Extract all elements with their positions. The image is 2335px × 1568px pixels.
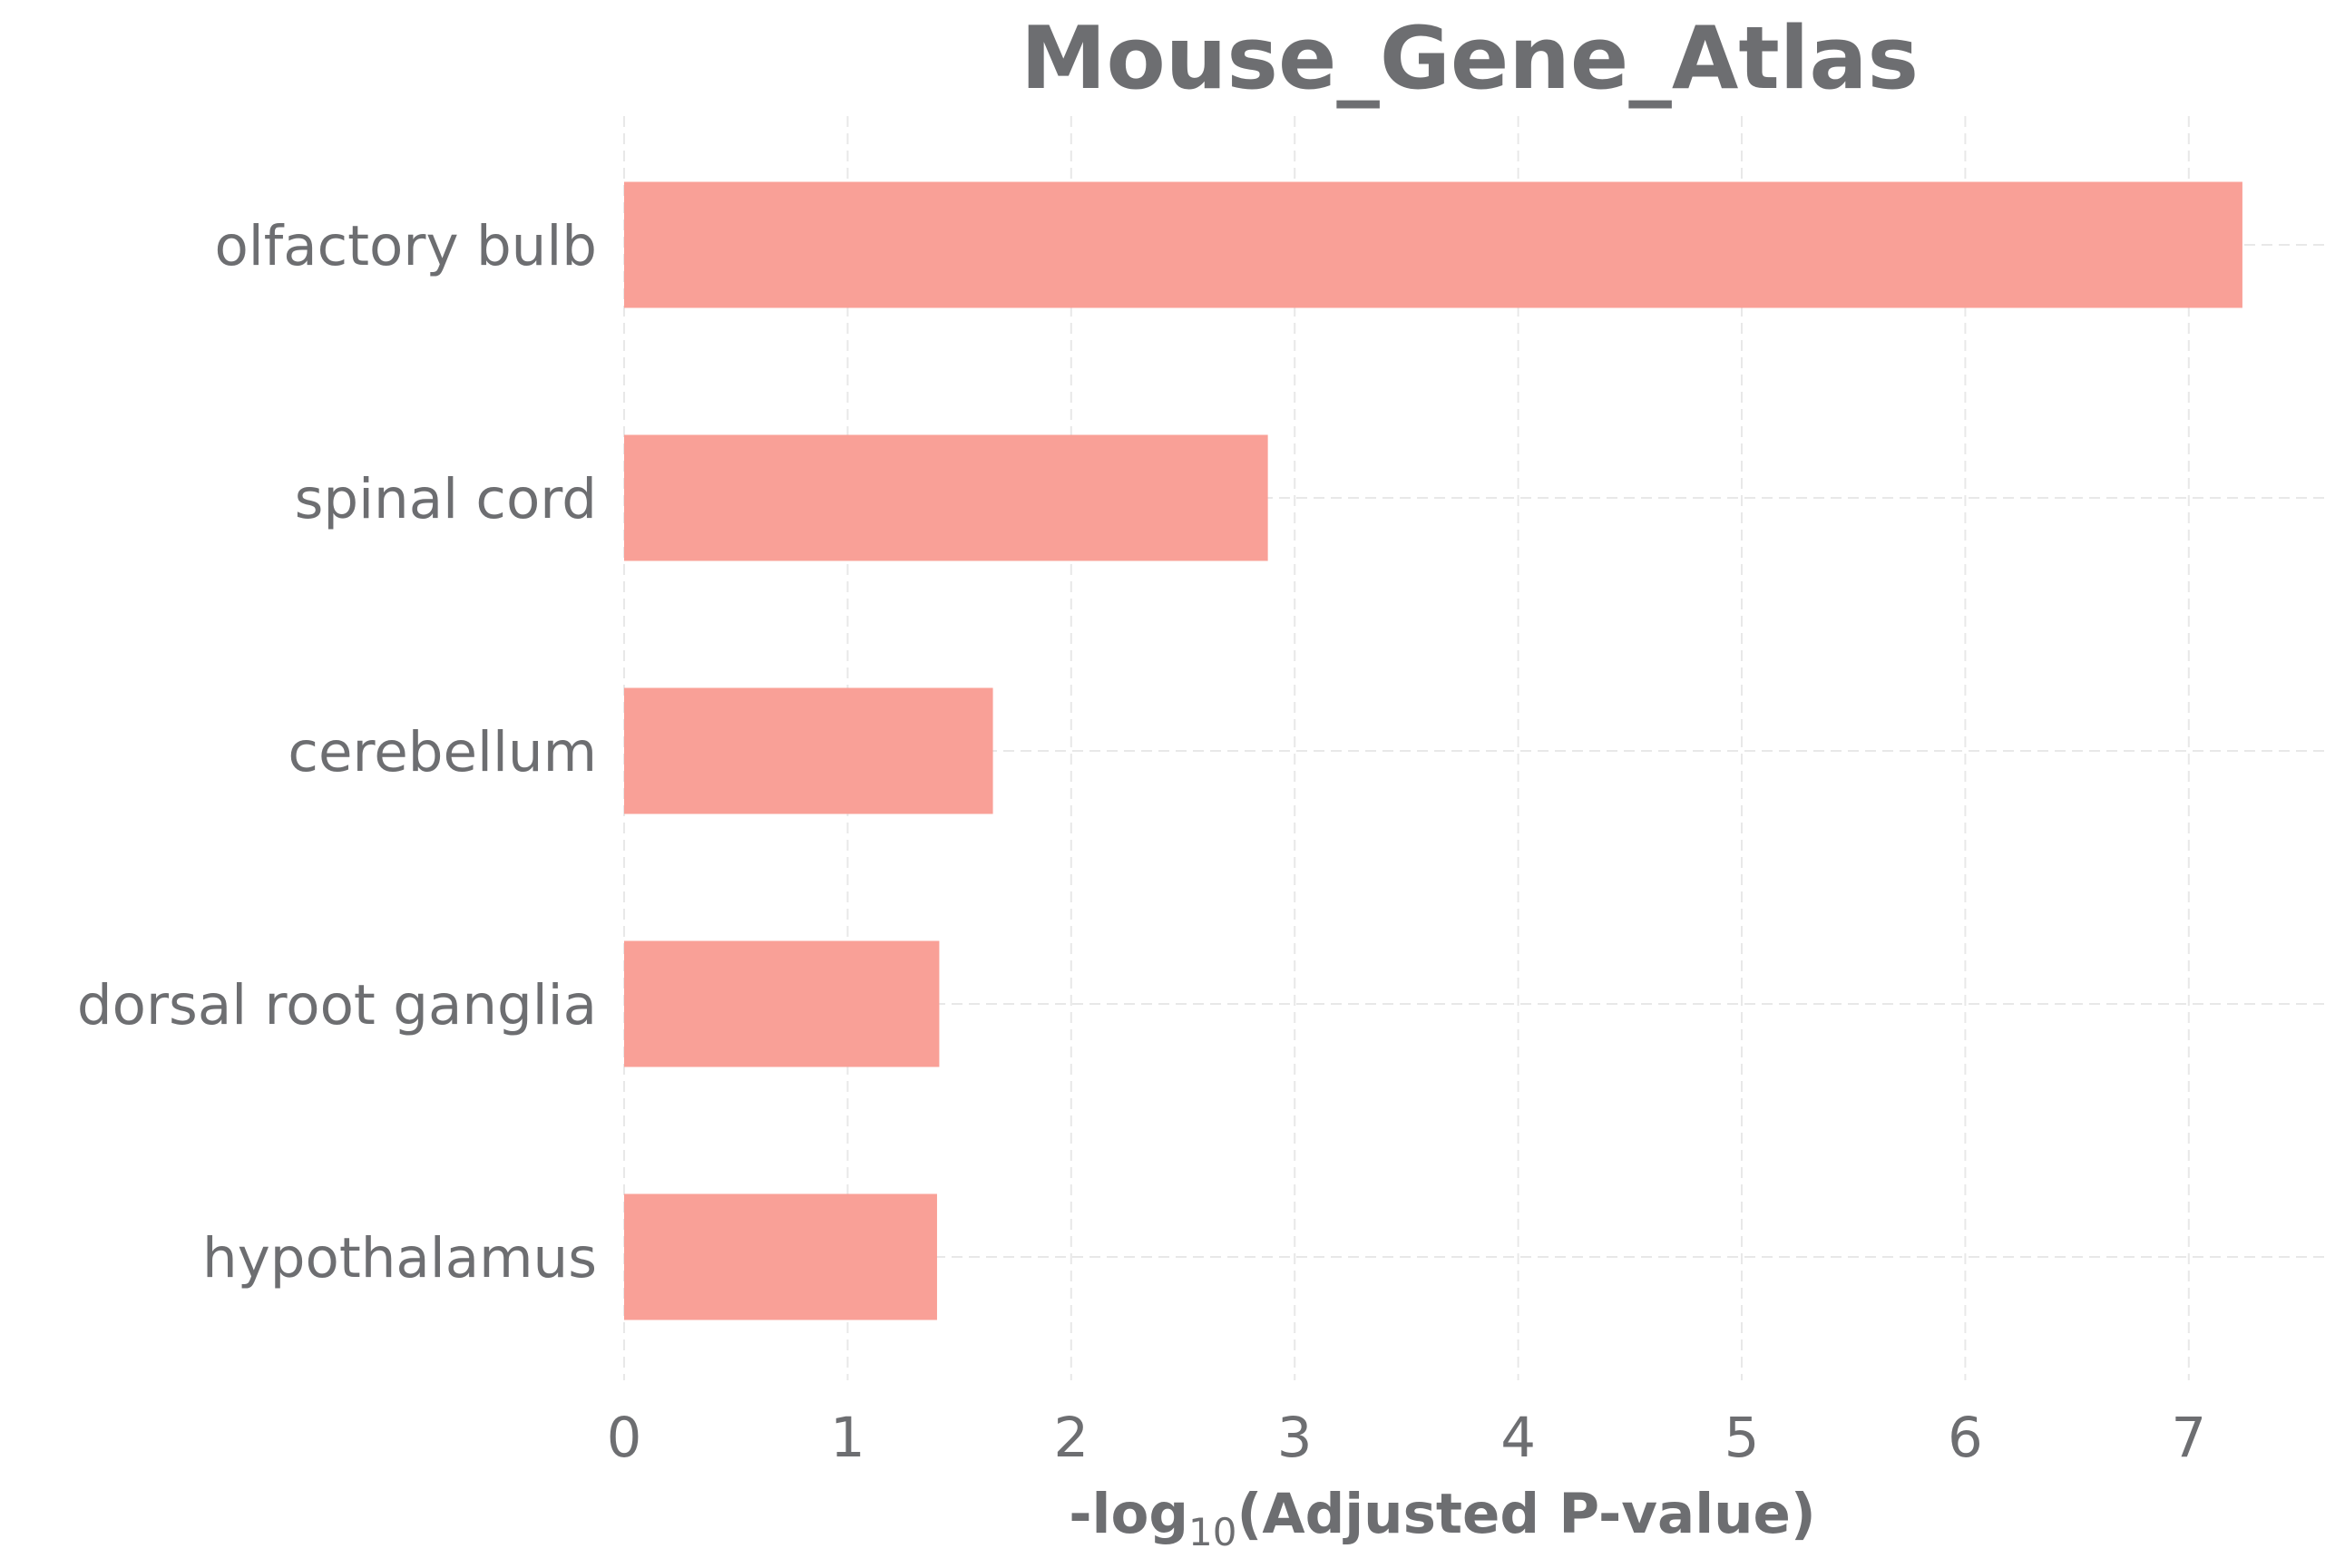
- bars: [624, 181, 2242, 1320]
- bar: [624, 181, 2242, 308]
- x-tick-label: 5: [1724, 1406, 1760, 1470]
- category-labels: olfactory bulb spinal cord cerebellum dorsa…: [77, 214, 597, 1290]
- category-label: olfactory bulb: [214, 214, 597, 278]
- x-tick-label: 0: [607, 1406, 642, 1470]
- x-axis-title-prefix: -log: [1069, 1482, 1188, 1546]
- x-axis-title: -log10(Adjusted P-value): [1069, 1482, 1816, 1554]
- x-tick-label: 1: [830, 1406, 865, 1470]
- bar: [624, 687, 993, 814]
- x-tick-label: 7: [2171, 1406, 2206, 1470]
- bar: [624, 434, 1268, 561]
- x-tick-label: 3: [1277, 1406, 1313, 1470]
- x-axis-title-subscript: 10: [1188, 1510, 1236, 1554]
- bar: [624, 940, 940, 1067]
- x-tick-label: 4: [1500, 1406, 1536, 1470]
- bar: [624, 1193, 937, 1320]
- category-label: spinal cord: [295, 467, 597, 531]
- x-tick-labels: 0 1 2 3 4 5 6 7: [607, 1406, 2207, 1470]
- category-label: dorsal root ganglia: [77, 973, 597, 1037]
- chart-title: Mouse_Gene_Atlas: [1021, 9, 1919, 109]
- category-label: cerebellum: [288, 720, 597, 784]
- x-tick-label: 2: [1053, 1406, 1089, 1470]
- x-axis-title-suffix: (Adjusted P-value): [1236, 1482, 1815, 1546]
- x-tick-label: 6: [1948, 1406, 1983, 1470]
- category-label: hypothalamus: [202, 1226, 597, 1290]
